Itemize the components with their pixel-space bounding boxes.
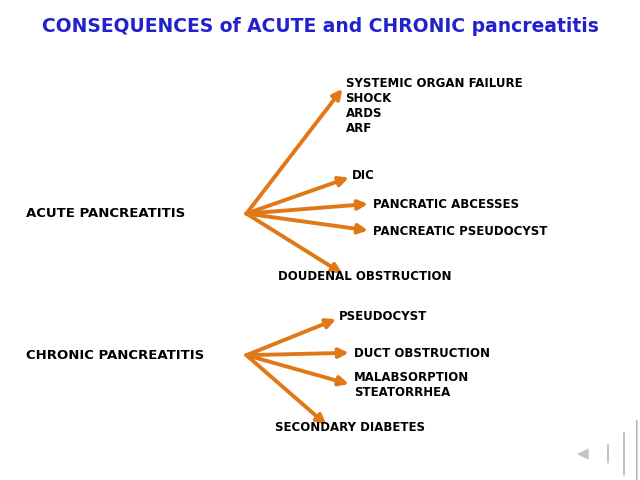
Text: PANCRATIC ABCESSES: PANCRATIC ABCESSES [373, 198, 519, 212]
Text: MALABSORPTION
STEATORRHEA: MALABSORPTION STEATORRHEA [354, 371, 469, 399]
Text: PSEUDOCYST: PSEUDOCYST [339, 310, 428, 324]
Text: PANCREATIC PSEUDOCYST: PANCREATIC PSEUDOCYST [373, 225, 547, 238]
Text: CHRONIC PANCREATITIS: CHRONIC PANCREATITIS [26, 348, 204, 362]
Text: SECONDARY DIABETES: SECONDARY DIABETES [275, 420, 425, 434]
Text: DIC: DIC [352, 168, 375, 182]
Text: CONSEQUENCES of ACUTE and CHRONIC pancreatitis: CONSEQUENCES of ACUTE and CHRONIC pancre… [42, 17, 598, 36]
Text: DUCT OBSTRUCTION: DUCT OBSTRUCTION [354, 347, 490, 360]
Text: SYSTEMIC ORGAN FAILURE
SHOCK
ARDS
ARF: SYSTEMIC ORGAN FAILURE SHOCK ARDS ARF [346, 77, 522, 135]
Text: ACUTE PANCREATITIS: ACUTE PANCREATITIS [26, 207, 185, 220]
Text: ◀: ◀ [577, 446, 588, 461]
Text: DOUDENAL OBSTRUCTION: DOUDENAL OBSTRUCTION [278, 269, 452, 283]
